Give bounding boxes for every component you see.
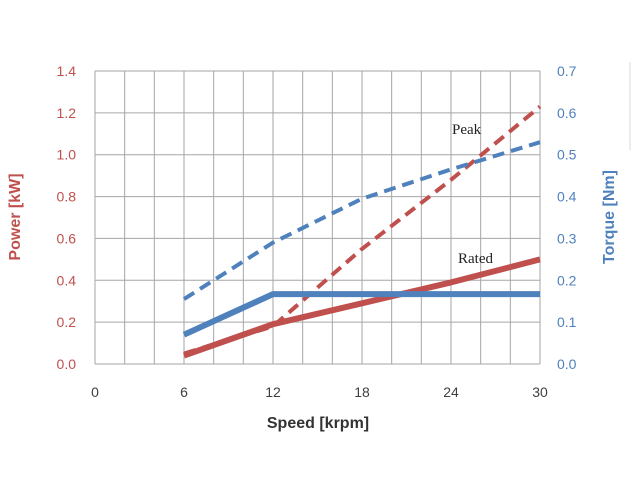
x-tick-label: 6: [180, 384, 188, 400]
x-tick-label: 18: [354, 384, 370, 400]
y-tick-label-right: 0.6: [557, 105, 577, 121]
grid: [94, 70, 541, 365]
y-axis-title-left: Power [kW]: [7, 173, 24, 260]
series-layer: [182, 105, 542, 359]
y-tick-label-right: 0.7: [557, 63, 577, 79]
y-tick-label-right: 0.0: [557, 356, 577, 372]
y-tick-label-left: 1.4: [57, 63, 77, 79]
y-axis-title-right: Torque [Nm]: [601, 170, 618, 264]
y-tick-label-left: 1.0: [57, 147, 77, 163]
annotation-peak: Peak: [452, 122, 482, 138]
y-tick-label-right: 0.1: [557, 314, 577, 330]
y-tick-label-left: 0.0: [57, 356, 77, 372]
y-tick-label-left: 0.4: [57, 272, 77, 288]
series-line-2-left-solid: [183, 256, 541, 359]
y-tick-label-left: 0.6: [57, 230, 77, 246]
y-tick-label-left: 0.2: [57, 314, 77, 330]
x-tick-label: 30: [532, 384, 548, 400]
y-tick-label-right: 0.3: [557, 230, 577, 246]
y-tick-label-right: 0.2: [557, 272, 577, 288]
tick-labels: 0.0 0.2 0.4 0.6 0.8 1.0 1.2 1.4 0.0 0.1 0.2 0.3 0.4 0…: [57, 63, 577, 400]
x-tick-label: 12: [265, 384, 281, 400]
y-tick-label-right: 0.4: [557, 189, 577, 205]
x-tick-label: 24: [443, 384, 459, 400]
y-tick-label-left: 1.2: [57, 105, 77, 121]
x-axis-title: Speed [krpm]: [267, 415, 369, 432]
series-line-1-right-dashed: [182, 140, 541, 301]
series-line-3-right-solid: [182, 291, 540, 338]
y-tick-label-right: 0.5: [557, 147, 577, 163]
annotation-rated: Rated: [458, 251, 493, 267]
y-tick-label-left: 0.8: [57, 189, 77, 205]
x-tick-label: 0: [91, 384, 99, 400]
